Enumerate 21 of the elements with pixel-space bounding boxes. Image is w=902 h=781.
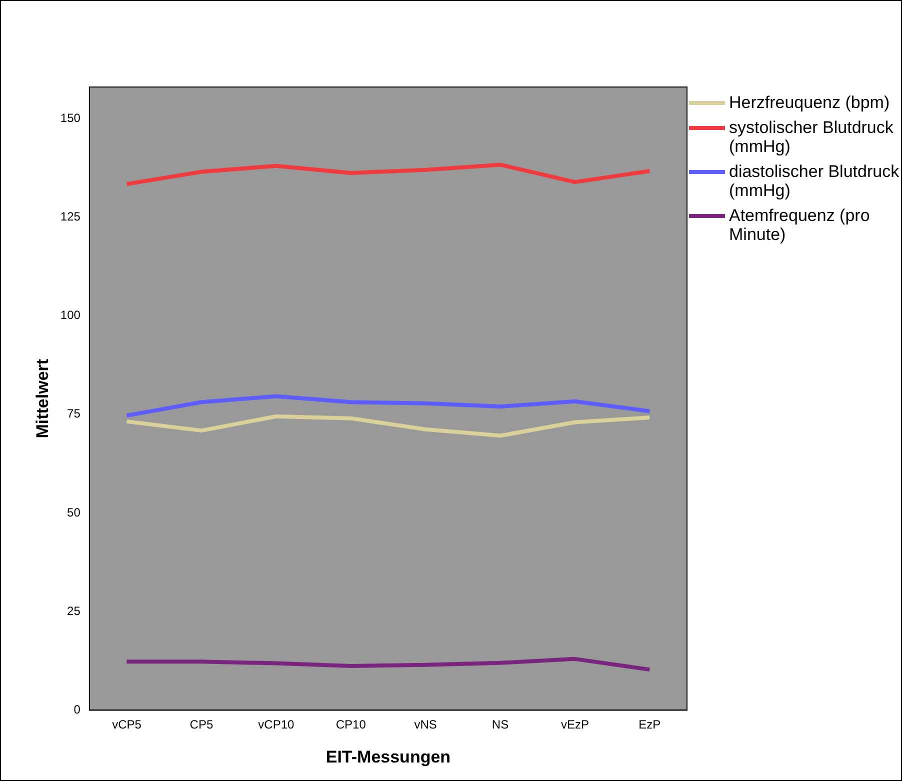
legend-label: systolischer Blutdruck (mmHg) xyxy=(729,118,894,156)
x-tick-label: vCP5 xyxy=(112,718,142,732)
x-tick-label: CP10 xyxy=(336,718,366,732)
y-tick-label: 150 xyxy=(60,110,81,125)
legend-label: Atemfrequenz (pro Minute) xyxy=(729,206,871,244)
y-tick-label: 125 xyxy=(60,209,81,224)
x-tick-label: vEzP xyxy=(560,718,589,732)
y-tick-label: 75 xyxy=(67,406,81,421)
y-axis-title: Mittelwert xyxy=(32,358,52,438)
x-axis-title: EIT-Messungen xyxy=(326,747,451,766)
x-tick-label: CP5 xyxy=(190,718,214,732)
y-tick-label: 0 xyxy=(74,702,81,717)
x-tick-label: vNS xyxy=(414,718,437,732)
x-tick-label: NS xyxy=(492,718,509,732)
x-tick-label: EzP xyxy=(638,718,661,732)
legend-label: diastolischer Blutdruck (mmHg) xyxy=(729,162,900,200)
y-tick-label: 100 xyxy=(60,308,81,322)
y-tick-label: 50 xyxy=(67,505,81,520)
legend-label: Herzfreuquenz (bpm) xyxy=(729,93,890,112)
y-tick-label: 25 xyxy=(67,604,81,618)
x-tick-label: vCP10 xyxy=(258,718,294,732)
